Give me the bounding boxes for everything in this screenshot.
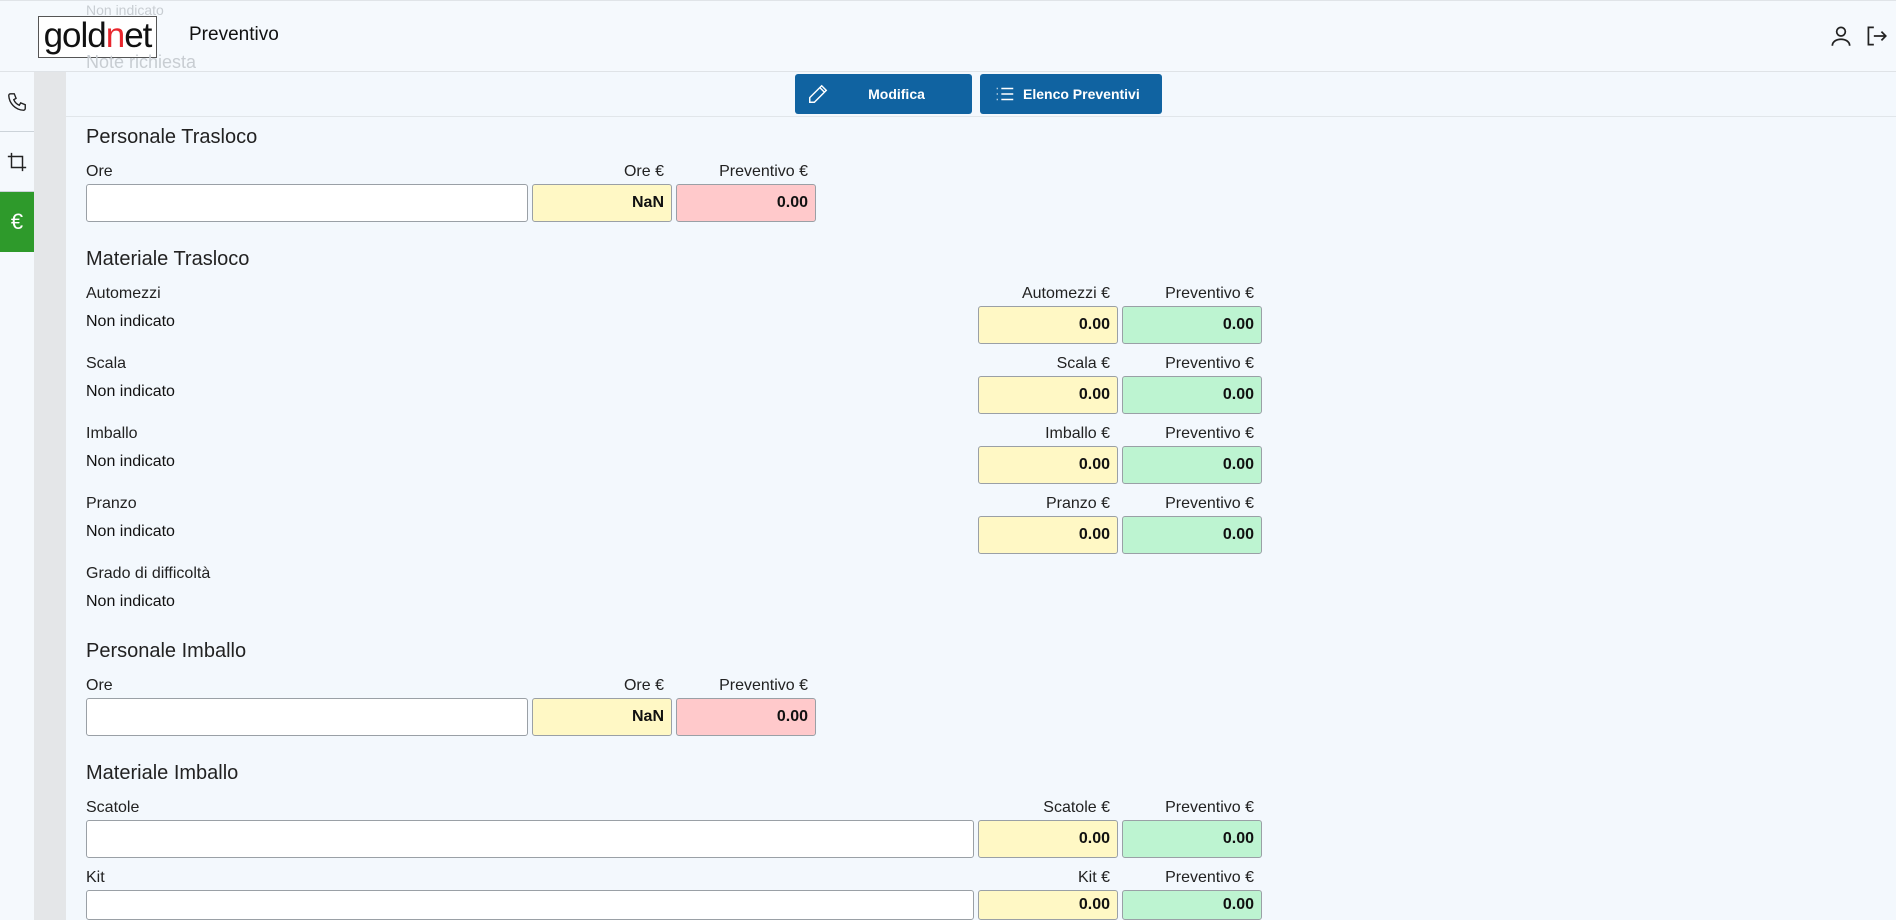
scala-preventivo-field[interactable] (1122, 376, 1262, 414)
ore-label: Ore (86, 163, 113, 180)
imballo-value: Non indicato (86, 453, 175, 470)
scatole-euro-label: Scatole € (1043, 799, 1110, 816)
scatole-preventivo-field[interactable] (1122, 820, 1262, 858)
imballo-euro-field[interactable] (978, 446, 1118, 484)
modifica-label: Modifica (868, 86, 925, 102)
modifica-button[interactable]: Modifica (795, 74, 972, 114)
elenco-preventivi-button[interactable]: Elenco Preventivi (980, 74, 1162, 114)
imballo-ore-euro-label: Ore € (623, 677, 664, 694)
scala-value: Non indicato (86, 383, 175, 400)
scala-preventivo-label: Preventivo € (1165, 355, 1254, 372)
imballo-ore-label: Ore (86, 677, 113, 694)
goldnet-logo[interactable]: goldnet (38, 16, 157, 58)
sidebar: € (0, 72, 34, 920)
kit-preventivo-field[interactable] (1122, 890, 1262, 920)
sidebar-item-preventivo[interactable]: € (0, 192, 34, 252)
preventivo-label: Preventivo € (719, 163, 808, 180)
imballo-ore-euro-field[interactable] (532, 698, 672, 736)
ghost-note-text: Note richiesta (86, 52, 197, 72)
kit-input[interactable] (86, 890, 974, 920)
page-title: Preventivo (189, 24, 279, 45)
section-title-materiale-trasloco: Materiale Trasloco (86, 248, 250, 270)
imballo-ore-input[interactable] (86, 698, 528, 736)
automezzi-euro-label: Automezzi € (1021, 285, 1110, 302)
pencil-icon (809, 84, 828, 103)
preventivo-field[interactable] (676, 184, 816, 222)
kit-euro-label: Kit € (1077, 869, 1110, 886)
pranzo-value: Non indicato (86, 523, 175, 540)
pranzo-preventivo-label: Preventivo € (1165, 495, 1254, 512)
imballo-euro-label: Imballo € (1045, 425, 1110, 442)
phone-icon (8, 92, 26, 111)
ore-euro-label: Ore € (623, 163, 664, 180)
crop-icon (7, 152, 27, 171)
ghost-status-text: Non indicato (86, 2, 164, 18)
logo-text-n: n (105, 16, 125, 55)
pranzo-euro-label: Pranzo € (1045, 495, 1110, 512)
logout-icon[interactable] (1863, 23, 1889, 49)
euro-icon: € (10, 209, 24, 234)
kit-preventivo-label: Preventivo € (1165, 869, 1254, 886)
imballo-preventivo-label: Preventivo € (1165, 425, 1254, 442)
logo-text-et: et (124, 16, 152, 55)
scatole-label: Scatole (86, 799, 140, 816)
automezzi-label: Automezzi (86, 285, 161, 302)
kit-label: Kit (86, 869, 105, 886)
difficolta-value: Non indicato (86, 593, 175, 610)
action-bar: Modifica Elenco Preventivi (66, 72, 1896, 117)
imballo-ore-preventivo-label: Preventivo € (719, 677, 808, 694)
imballo-ore-preventivo-field[interactable] (676, 698, 816, 736)
scala-euro-field[interactable] (978, 376, 1118, 414)
scala-label: Scala (86, 355, 127, 372)
automezzi-euro-field[interactable] (978, 306, 1118, 344)
section-title-personale-trasloco: Personale Trasloco (86, 126, 258, 148)
sidebar-item-phone[interactable] (0, 72, 34, 132)
ore-input[interactable] (86, 184, 528, 222)
automezzi-preventivo-label: Preventivo € (1165, 285, 1254, 302)
pranzo-preventivo-field[interactable] (1122, 516, 1262, 554)
user-icon[interactable] (1828, 23, 1854, 49)
imballo-label: Imballo (86, 425, 138, 442)
kit-euro-field[interactable] (978, 890, 1118, 920)
pranzo-euro-field[interactable] (978, 516, 1118, 554)
scatole-preventivo-label: Preventivo € (1165, 799, 1254, 816)
automezzi-value: Non indicato (86, 313, 175, 330)
section-title-materiale-imballo: Materiale Imballo (86, 762, 239, 784)
automezzi-preventivo-field[interactable] (1122, 306, 1262, 344)
section-title-personale-imballo: Personale Imballo (86, 640, 247, 662)
sidebar-item-crop[interactable] (0, 132, 34, 192)
scatole-input[interactable] (86, 820, 974, 858)
top-bar: goldnet Preventivo (0, 0, 1896, 72)
difficolta-label: Grado di difficoltà (86, 565, 211, 582)
scala-euro-label: Scala € (1056, 355, 1110, 372)
elenco-label: Elenco Preventivi (1023, 86, 1140, 102)
logo-text-gold: gold (43, 16, 107, 55)
imballo-preventivo-field[interactable] (1122, 446, 1262, 484)
left-gutter (34, 72, 66, 920)
scatole-euro-field[interactable] (978, 820, 1118, 858)
list-icon (996, 87, 1014, 101)
ore-euro-field[interactable] (532, 184, 672, 222)
pranzo-label: Pranzo (86, 495, 137, 512)
